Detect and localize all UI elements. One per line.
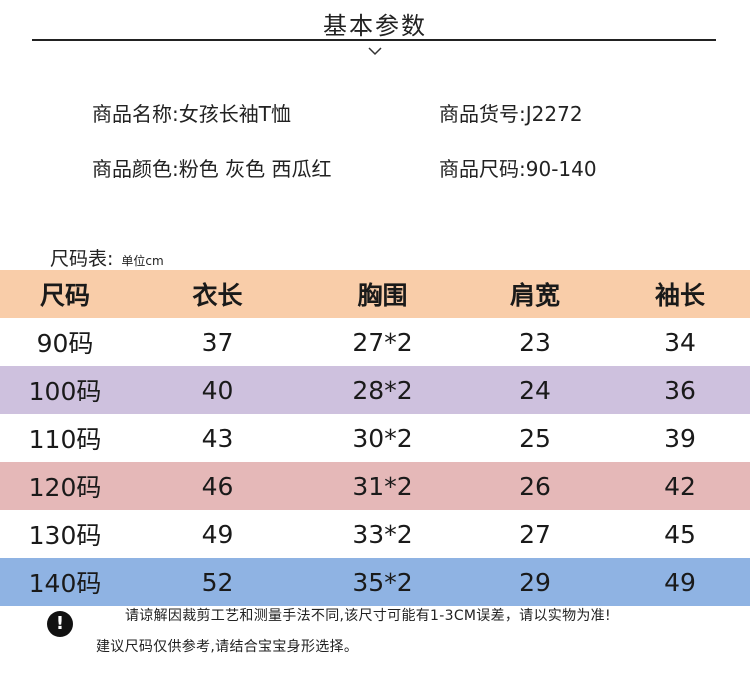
product-size-value: 90-140 <box>525 157 597 181</box>
size-chart-caption: 尺码表: 单位cm <box>50 244 164 271</box>
table-cell: 30*2 <box>352 423 413 453</box>
table-cell: 45 <box>664 519 696 549</box>
table-cell: 28*2 <box>352 375 413 405</box>
exclamation-icon: ! <box>47 611 73 637</box>
chevron-down-icon <box>368 47 382 56</box>
table-cell: 24 <box>519 375 551 405</box>
table-cell: 27*2 <box>352 327 413 357</box>
size-advice-note: 建议尺码仅供参考,请结合宝宝身形选择。 <box>96 639 359 655</box>
table-row: 140码 52 35*2 29 49 <box>0 558 750 606</box>
table-row: 130码 49 33*2 27 45 <box>0 510 750 558</box>
table-cell: 37 <box>201 327 234 357</box>
table-cell: 130码 <box>28 521 102 550</box>
product-name: 商品名称:女孩长袖T恤 <box>92 98 291 127</box>
table-cell: 110码 <box>28 425 102 454</box>
table-cell: 27 <box>519 519 551 549</box>
size-chart-caption-label: 尺码表: <box>50 248 114 270</box>
product-size: 商品尺码:90-140 <box>439 153 597 182</box>
product-sku-label: 商品货号: <box>439 102 526 126</box>
table-row: 100码 40 28*2 24 36 <box>0 366 750 414</box>
product-name-label: 商品名称: <box>92 102 179 126</box>
product-name-value: 女孩长袖T恤 <box>178 102 291 126</box>
table-cell: 100码 <box>28 377 102 406</box>
table-header-row: 尺码 衣长 胸围 肩宽 袖长 <box>0 270 750 318</box>
size-chart-table: 尺码 衣长 胸围 肩宽 袖长 90码 37 27*2 23 34 100码 40… <box>0 270 750 606</box>
table-cell: 46 <box>201 471 234 501</box>
page-title: 基本参数 <box>323 12 427 40</box>
disclaimer-note: 请谅解因裁剪工艺和测量手法不同,该尺寸可能有1-3CM误差，请以实物为准! <box>125 608 611 624</box>
product-size-label: 商品尺码: <box>439 157 526 181</box>
column-header-length: 衣长 <box>192 281 243 310</box>
column-header-chest: 胸围 <box>357 281 408 310</box>
size-chart-unit: 单位cm <box>121 254 164 268</box>
table-cell: 140码 <box>28 569 102 598</box>
product-color-value: 粉色 灰色 西瓜红 <box>178 157 332 181</box>
product-sku-value: J2272 <box>525 102 583 126</box>
table-cell: 49 <box>201 519 234 549</box>
product-color-label: 商品颜色: <box>92 157 179 181</box>
column-header-sleeve: 袖长 <box>654 281 705 310</box>
table-cell: 39 <box>664 423 696 453</box>
table-cell: 40 <box>201 375 234 405</box>
table-cell: 90码 <box>36 329 94 358</box>
table-cell: 26 <box>519 471 551 501</box>
title-divider <box>32 39 716 41</box>
product-sku: 商品货号:J2272 <box>439 98 583 127</box>
table-cell: 29 <box>519 567 551 597</box>
table-cell: 34 <box>664 327 696 357</box>
column-header-shoulder: 肩宽 <box>509 281 560 310</box>
table-cell: 35*2 <box>352 567 413 597</box>
table-cell: 49 <box>664 567 696 597</box>
table-cell: 33*2 <box>352 519 413 549</box>
table-cell: 31*2 <box>352 471 413 501</box>
table-cell: 42 <box>664 471 696 501</box>
product-color: 商品颜色:粉色 灰色 西瓜红 <box>92 153 331 182</box>
table-row: 90码 37 27*2 23 34 <box>0 318 750 366</box>
table-row: 120码 46 31*2 26 42 <box>0 462 750 510</box>
table-cell: 120码 <box>28 473 102 502</box>
column-header-size: 尺码 <box>39 281 90 310</box>
table-cell: 52 <box>201 567 234 597</box>
table-cell: 43 <box>201 423 234 453</box>
table-cell: 23 <box>519 327 551 357</box>
table-row: 110码 43 30*2 25 39 <box>0 414 750 462</box>
table-cell: 36 <box>664 375 696 405</box>
table-cell: 25 <box>519 423 551 453</box>
